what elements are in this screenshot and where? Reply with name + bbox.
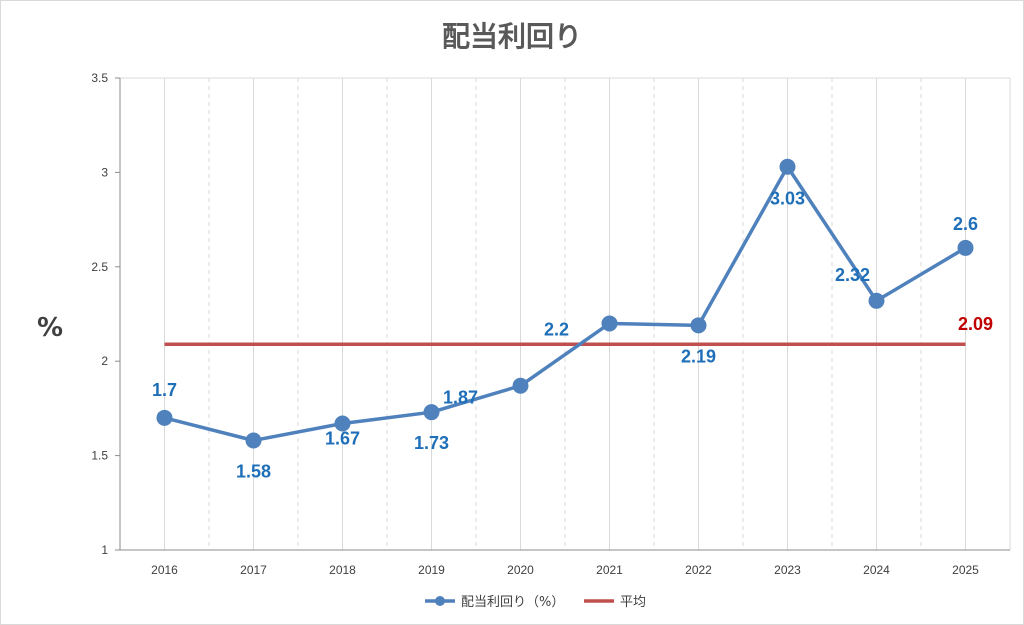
y-tick-label: 3 (101, 165, 108, 179)
legend-yield-label: 配当利回り（%） (461, 595, 564, 610)
yield-data-point (334, 415, 351, 432)
yield-data-label: 3.03 (770, 189, 805, 209)
y-tick-label: 2 (101, 354, 108, 368)
legend: 配当利回り（%） 平均 (425, 595, 646, 610)
yield-data-point (957, 239, 974, 256)
x-tick-label: 2025 (952, 563, 979, 577)
y-tick-label: 1 (101, 543, 108, 557)
yield-data-point (156, 409, 173, 426)
average-data-label: 2.09 (958, 314, 993, 334)
x-tick-label: 2017 (240, 563, 267, 577)
yield-data-label: 1.67 (325, 429, 360, 449)
x-tick-label: 2021 (596, 563, 623, 577)
data-labels: 2.09 1.7 1.58 1.67 1.73 1.87 2.2 2.19 3.03 2.32 2.… (152, 189, 993, 482)
chart-title: 配当利回り (442, 20, 582, 53)
x-tick-label: 2024 (863, 563, 890, 577)
yield-data-label: 2.2 (544, 319, 569, 339)
x-tick-label: 2023 (774, 563, 801, 577)
yield-data-label: 1.7 (152, 380, 177, 400)
gridlines (120, 77, 1011, 550)
yield-data-point (779, 158, 796, 175)
x-tick-label: 2019 (418, 563, 445, 577)
x-tick-label: 2016 (151, 563, 178, 577)
x-tick-label: 2020 (507, 563, 534, 577)
yield-data-point (868, 292, 885, 309)
yield-data-point (690, 317, 707, 334)
y-axis-title: % (37, 313, 63, 343)
yield-data-label: 1.87 (443, 388, 478, 408)
legend-yield-marker (435, 596, 445, 606)
yield-data-point (423, 404, 440, 421)
yield-data-label: 2.19 (681, 346, 716, 366)
legend-average-label: 平均 (620, 595, 646, 610)
series (156, 158, 974, 449)
y-tick-label: 3.5 (91, 71, 108, 85)
x-tick-label: 2022 (685, 563, 712, 577)
x-tick-label: 2018 (329, 563, 356, 577)
yield-data-label: 2.6 (953, 214, 978, 234)
axes: 1 1.5 2 2.5 3 3.5 2016 2017 2018 2019 2020 2021 2022… (91, 71, 1010, 577)
yield-data-point (601, 315, 618, 332)
y-tick-label: 2.5 (91, 260, 108, 274)
yield-data-label: 2.32 (835, 265, 870, 285)
yield-data-point (512, 377, 529, 394)
yield-series-line (164, 164, 967, 443)
y-tick-label: 1.5 (91, 449, 108, 463)
yield-data-point (245, 432, 262, 449)
yield-data-label: 1.58 (236, 461, 271, 481)
yield-data-label: 1.73 (414, 433, 449, 453)
